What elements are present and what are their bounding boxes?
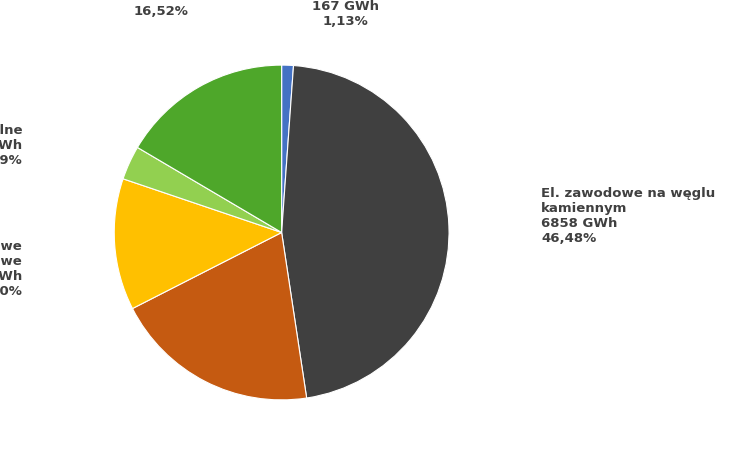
Text: El. zawodowe
wodne
167 GWh
1,13%: El. zawodowe wodne 167 GWh 1,13%: [294, 0, 396, 28]
Wedge shape: [282, 65, 294, 232]
Wedge shape: [123, 147, 282, 232]
Wedge shape: [114, 179, 282, 309]
Text: El. zawodowe na węglu
kamiennym
6858 GWh
46,48%: El. zawodowe na węglu kamiennym 6858 GWh…: [541, 187, 716, 245]
Wedge shape: [137, 65, 282, 232]
Text: El. inne odnawialne
485 GWh
3,29%: El. inne odnawialne 485 GWh 3,29%: [0, 124, 23, 167]
Text: El. zawodowe
gazowe
1874 GWh
12,70%: El. zawodowe gazowe 1874 GWh 12,70%: [0, 240, 23, 299]
Wedge shape: [282, 66, 449, 398]
Text: El. wiatrowe
2437 GWh
16,52%: El. wiatrowe 2437 GWh 16,52%: [115, 0, 207, 18]
Wedge shape: [132, 232, 306, 400]
